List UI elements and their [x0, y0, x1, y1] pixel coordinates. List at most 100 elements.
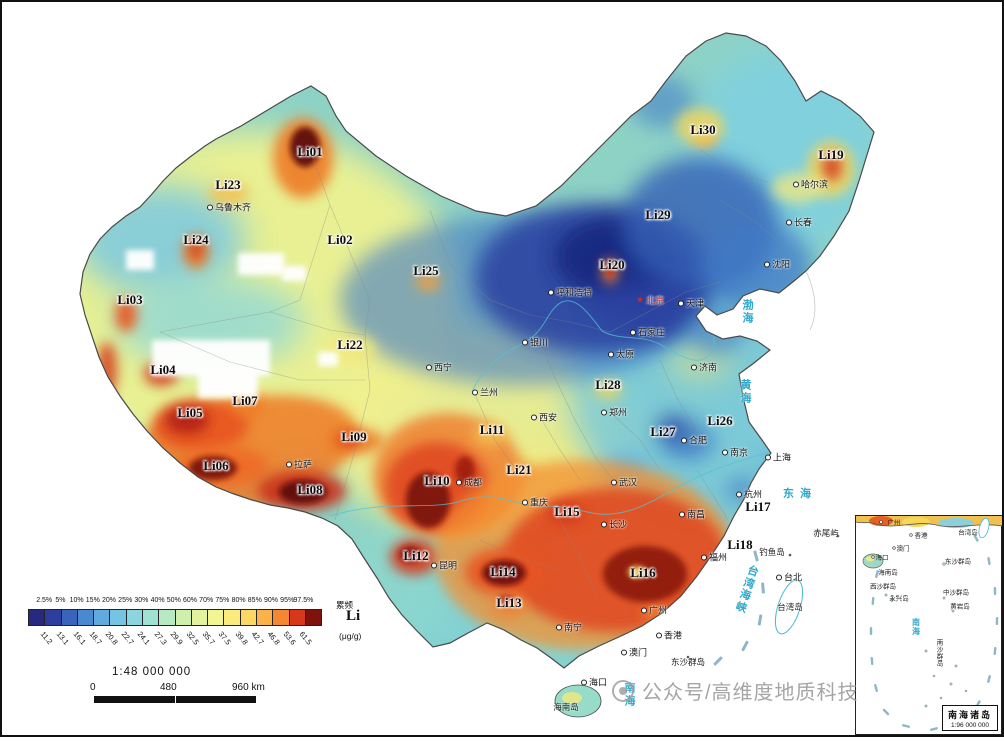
city-dot-icon — [786, 219, 792, 225]
anomaly-label: Li14 — [490, 564, 516, 579]
city-dot-icon — [641, 607, 647, 613]
legend-value-label: 27.3 — [152, 629, 169, 647]
city-dot-icon — [207, 204, 213, 210]
sea-label: 台 湾 海 峡 — [734, 564, 761, 616]
city-dot-icon — [456, 479, 462, 485]
anomaly-label: Li12 — [403, 548, 429, 563]
city-dot-icon — [531, 414, 537, 420]
city-dot-icon — [608, 351, 614, 357]
anomaly-label: Li16 — [630, 565, 656, 580]
anomaly-label: Li04 — [150, 362, 176, 377]
city-dot-icon — [765, 454, 771, 460]
anomaly-label: Li10 — [424, 473, 450, 488]
anomaly-label: Li13 — [496, 595, 522, 610]
hainan-island — [554, 684, 602, 718]
taiwan-island — [774, 579, 804, 635]
anomaly-label: Li06 — [203, 458, 229, 473]
legend-value-label: 22.7 — [119, 629, 137, 647]
city-name: 澳门 — [629, 647, 648, 658]
city-label: 长沙 — [601, 518, 627, 531]
city-label: 武汉 — [611, 476, 637, 489]
anomaly-label: Li21 — [506, 462, 532, 477]
watermark-text: 公众号/高维度地质科技 — [642, 682, 859, 704]
legend-color-cell — [29, 610, 46, 625]
legend-value-label: 16.1 — [71, 629, 88, 647]
city-name: 南宁 — [564, 622, 583, 633]
city-label: 拉萨 — [286, 458, 312, 471]
city-label: 南昌 — [679, 508, 705, 521]
scalebar-tick-0: 0 — [90, 682, 96, 693]
inset-place-label: 西沙群岛 — [870, 583, 896, 591]
city-dot-icon — [522, 499, 528, 505]
scalebar-tick-480: 480 — [160, 682, 177, 693]
inset-place-label: 黄岩岛 — [950, 603, 970, 611]
scale-bar: 0 480 960 km — [90, 682, 292, 706]
province-boundaries — [159, 149, 779, 599]
legend-color-cell — [142, 610, 160, 625]
city-dot-icon — [681, 437, 687, 443]
city-name: 香港 — [664, 630, 683, 641]
inset-scale: 1:96 000 000 — [951, 722, 989, 729]
legend-percent-label: 5% — [55, 597, 66, 604]
city-name: 广州 — [649, 605, 668, 616]
island-label: 钓鱼岛 — [759, 547, 785, 557]
city-name: 成都 — [464, 477, 483, 488]
legend-color-cell — [110, 610, 127, 625]
city-name: 昆明 — [439, 560, 458, 571]
anomaly-label: Li19 — [818, 147, 844, 162]
city-dot-icon — [621, 649, 627, 655]
legend-color-cell — [159, 610, 176, 625]
legend-color-cell — [61, 610, 78, 625]
city-name: 石家庄 — [638, 327, 666, 338]
legend-value-label: 42.7 — [249, 629, 266, 647]
inset-title-box: 南海诸岛 1:96 000 000 — [941, 705, 998, 731]
city-label: 哈尔滨 — [793, 178, 828, 191]
legend-percent-label: 15% — [85, 597, 100, 604]
sea-label: 渤 海 — [742, 299, 754, 324]
legend-percent-label: 95% — [280, 597, 295, 604]
legend-value-label: 53.6 — [281, 629, 299, 647]
inset-nine-dash-line — [869, 534, 999, 731]
legend-color-cell — [191, 610, 209, 625]
city-label: 兰州 — [472, 386, 498, 399]
island-label: 台湾岛 — [777, 602, 803, 612]
city-label: 南宁 — [556, 621, 582, 634]
legend-percent-label: 40% — [150, 597, 165, 604]
china-boundary — [79, 32, 875, 669]
inset-place-label: 广州 — [887, 519, 901, 527]
small-island-dots — [686, 534, 840, 662]
anomaly-label: Li03 — [117, 292, 143, 307]
city-name: 重庆 — [530, 497, 549, 508]
yangtze-river — [329, 451, 771, 517]
city-dot-icon — [556, 624, 562, 630]
city-dot-icon — [764, 261, 770, 267]
inset-place-label: 台湾岛 — [958, 529, 978, 537]
legend-value-label: 18.7 — [87, 629, 104, 647]
city-dot-icon — [611, 479, 617, 485]
city-dot-icon — [431, 562, 437, 568]
anomaly-label: Li05 — [177, 405, 203, 420]
city-name: 天津 — [686, 298, 705, 309]
inset-place-label: 永兴岛 — [889, 595, 909, 603]
anomaly-label: Li30 — [690, 122, 716, 137]
legend-percent-label: 25% — [118, 597, 133, 604]
anomaly-label: Li01 — [297, 144, 323, 159]
south-china-sea-inset: 广州 香港 澳门 台湾岛 海口 东沙群岛 海南岛 西沙群岛 永兴岛 中沙群岛 黄岩岛南 海南 沙 群… — [855, 515, 1004, 735]
capital-star-icon: ★ — [636, 294, 645, 305]
city-name: 武汉 — [619, 477, 638, 488]
legend-color-cell — [77, 610, 95, 625]
inset-place-label: 香港 — [914, 532, 928, 540]
city-dot-icon — [522, 339, 528, 345]
city-label: 香港 — [656, 629, 682, 642]
city-dot-icon — [286, 461, 292, 467]
legend-percent-label: 2.5% — [36, 597, 53, 604]
city-label: 南京 — [722, 446, 748, 459]
city-dot-icon — [776, 574, 782, 580]
city-dot-icon — [630, 329, 636, 335]
city-dot-icon — [679, 511, 685, 517]
city-label: 济南 — [691, 361, 717, 374]
legend-percent-label: 80% — [231, 597, 246, 604]
anomaly-label: Li20 — [599, 257, 625, 272]
